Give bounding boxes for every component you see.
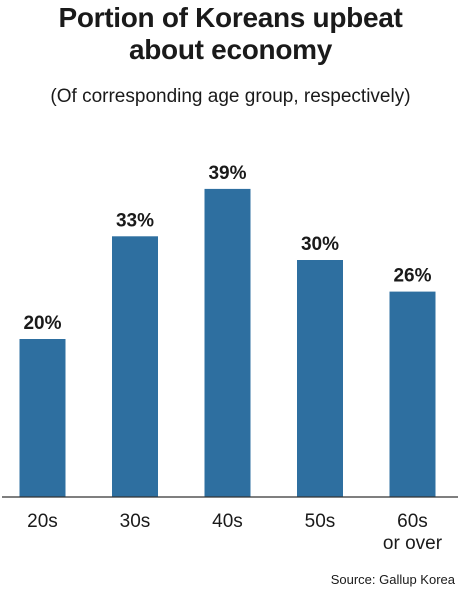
value-label-2: 39%	[208, 163, 246, 184]
category-label-2: 40s	[212, 511, 243, 532]
category-label-0: 20s	[27, 511, 58, 532]
source-note: Source: Gallup Korea	[330, 572, 455, 587]
bar-4	[389, 291, 436, 497]
category-label-4-line-0: 60s	[397, 511, 428, 532]
category-label-4-line-1: or over	[383, 533, 443, 554]
category-label-3: 50s	[305, 511, 336, 532]
bar-0	[19, 339, 66, 497]
bar-3	[297, 260, 343, 497]
chart-title: Portion of Koreans upbeat about economy	[0, 2, 461, 66]
value-label-3: 30%	[301, 234, 339, 255]
value-label-4: 26%	[393, 266, 431, 287]
value-label-0: 20%	[23, 313, 61, 334]
chart-title-line-1: Portion of Koreans upbeat	[58, 2, 403, 33]
chart-title-line-2: about economy	[128, 34, 332, 65]
value-label-1: 33%	[116, 210, 154, 231]
category-label-1: 30s	[120, 511, 151, 532]
chart-subtitle: (Of corresponding age group, respectivel…	[50, 86, 411, 107]
bar-1	[112, 236, 158, 498]
bars-layer	[19, 188, 436, 498]
bar-2	[204, 188, 251, 497]
